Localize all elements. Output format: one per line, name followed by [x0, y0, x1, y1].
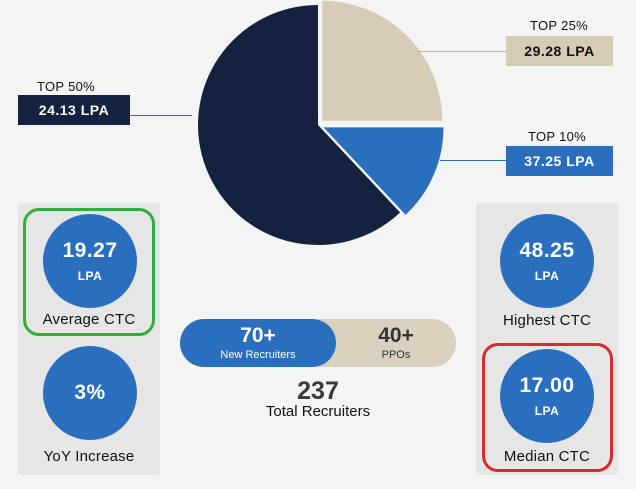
- pie-slice-top-50: [198, 5, 401, 245]
- total-recruiters-value: 237: [297, 377, 339, 405]
- ppos-segment: 40+ PPOs: [336, 319, 456, 367]
- highest-ctc-unit: LPA: [534, 269, 560, 283]
- average-highlight-box: [23, 208, 155, 336]
- median-highlight-box: [482, 343, 613, 472]
- pie-slice-top-10: [323, 127, 444, 215]
- yoy-value: 3%: [74, 381, 106, 404]
- leader-top-50: [130, 115, 192, 116]
- median-ctc-value: 17.00: [519, 374, 575, 397]
- ppos-label: PPOs: [381, 349, 411, 361]
- average-ctc-circle: 19.27 LPA: [43, 214, 137, 308]
- yoy-label: YoY Increase: [43, 448, 135, 465]
- average-ctc-value: 19.27: [62, 239, 118, 262]
- yoy-circle: 3%: [43, 346, 137, 440]
- total-recruiters-label: Total Recruiters: [265, 403, 371, 420]
- pie-slice-top-25: [322, 0, 443, 121]
- median-ctc-unit: LPA: [534, 404, 560, 418]
- new-recruiters-value: 70+: [240, 324, 276, 347]
- average-ctc-unit: LPA: [77, 269, 103, 283]
- highest-ctc-circle: 48.25 LPA: [500, 214, 594, 308]
- label-top-25: TOP 25%: [530, 18, 588, 33]
- label-top-10: TOP 10%: [528, 129, 586, 144]
- ctc-pie-chart: [198, 0, 444, 245]
- leader-top-10: [440, 160, 506, 161]
- new-recruiters-segment: 70+ New Recruiters: [180, 319, 336, 367]
- highest-ctc-value: 48.25: [519, 239, 575, 262]
- value-top-50: 24.13 LPA: [18, 95, 130, 125]
- value-top-10: 37.25 LPA: [506, 146, 613, 176]
- median-ctc-label: Median CTC: [503, 448, 591, 465]
- ppos-value: 40+: [378, 324, 414, 347]
- leader-top-25: [418, 51, 506, 52]
- highest-ctc-label: Highest CTC: [502, 312, 592, 329]
- average-ctc-label: Average CTC: [42, 311, 136, 328]
- median-ctc-circle: 17.00 LPA: [500, 349, 594, 443]
- label-top-50: TOP 50%: [37, 79, 95, 94]
- value-top-25: 29.28 LPA: [506, 36, 613, 66]
- new-recruiters-label: New Recruiters: [220, 349, 296, 361]
